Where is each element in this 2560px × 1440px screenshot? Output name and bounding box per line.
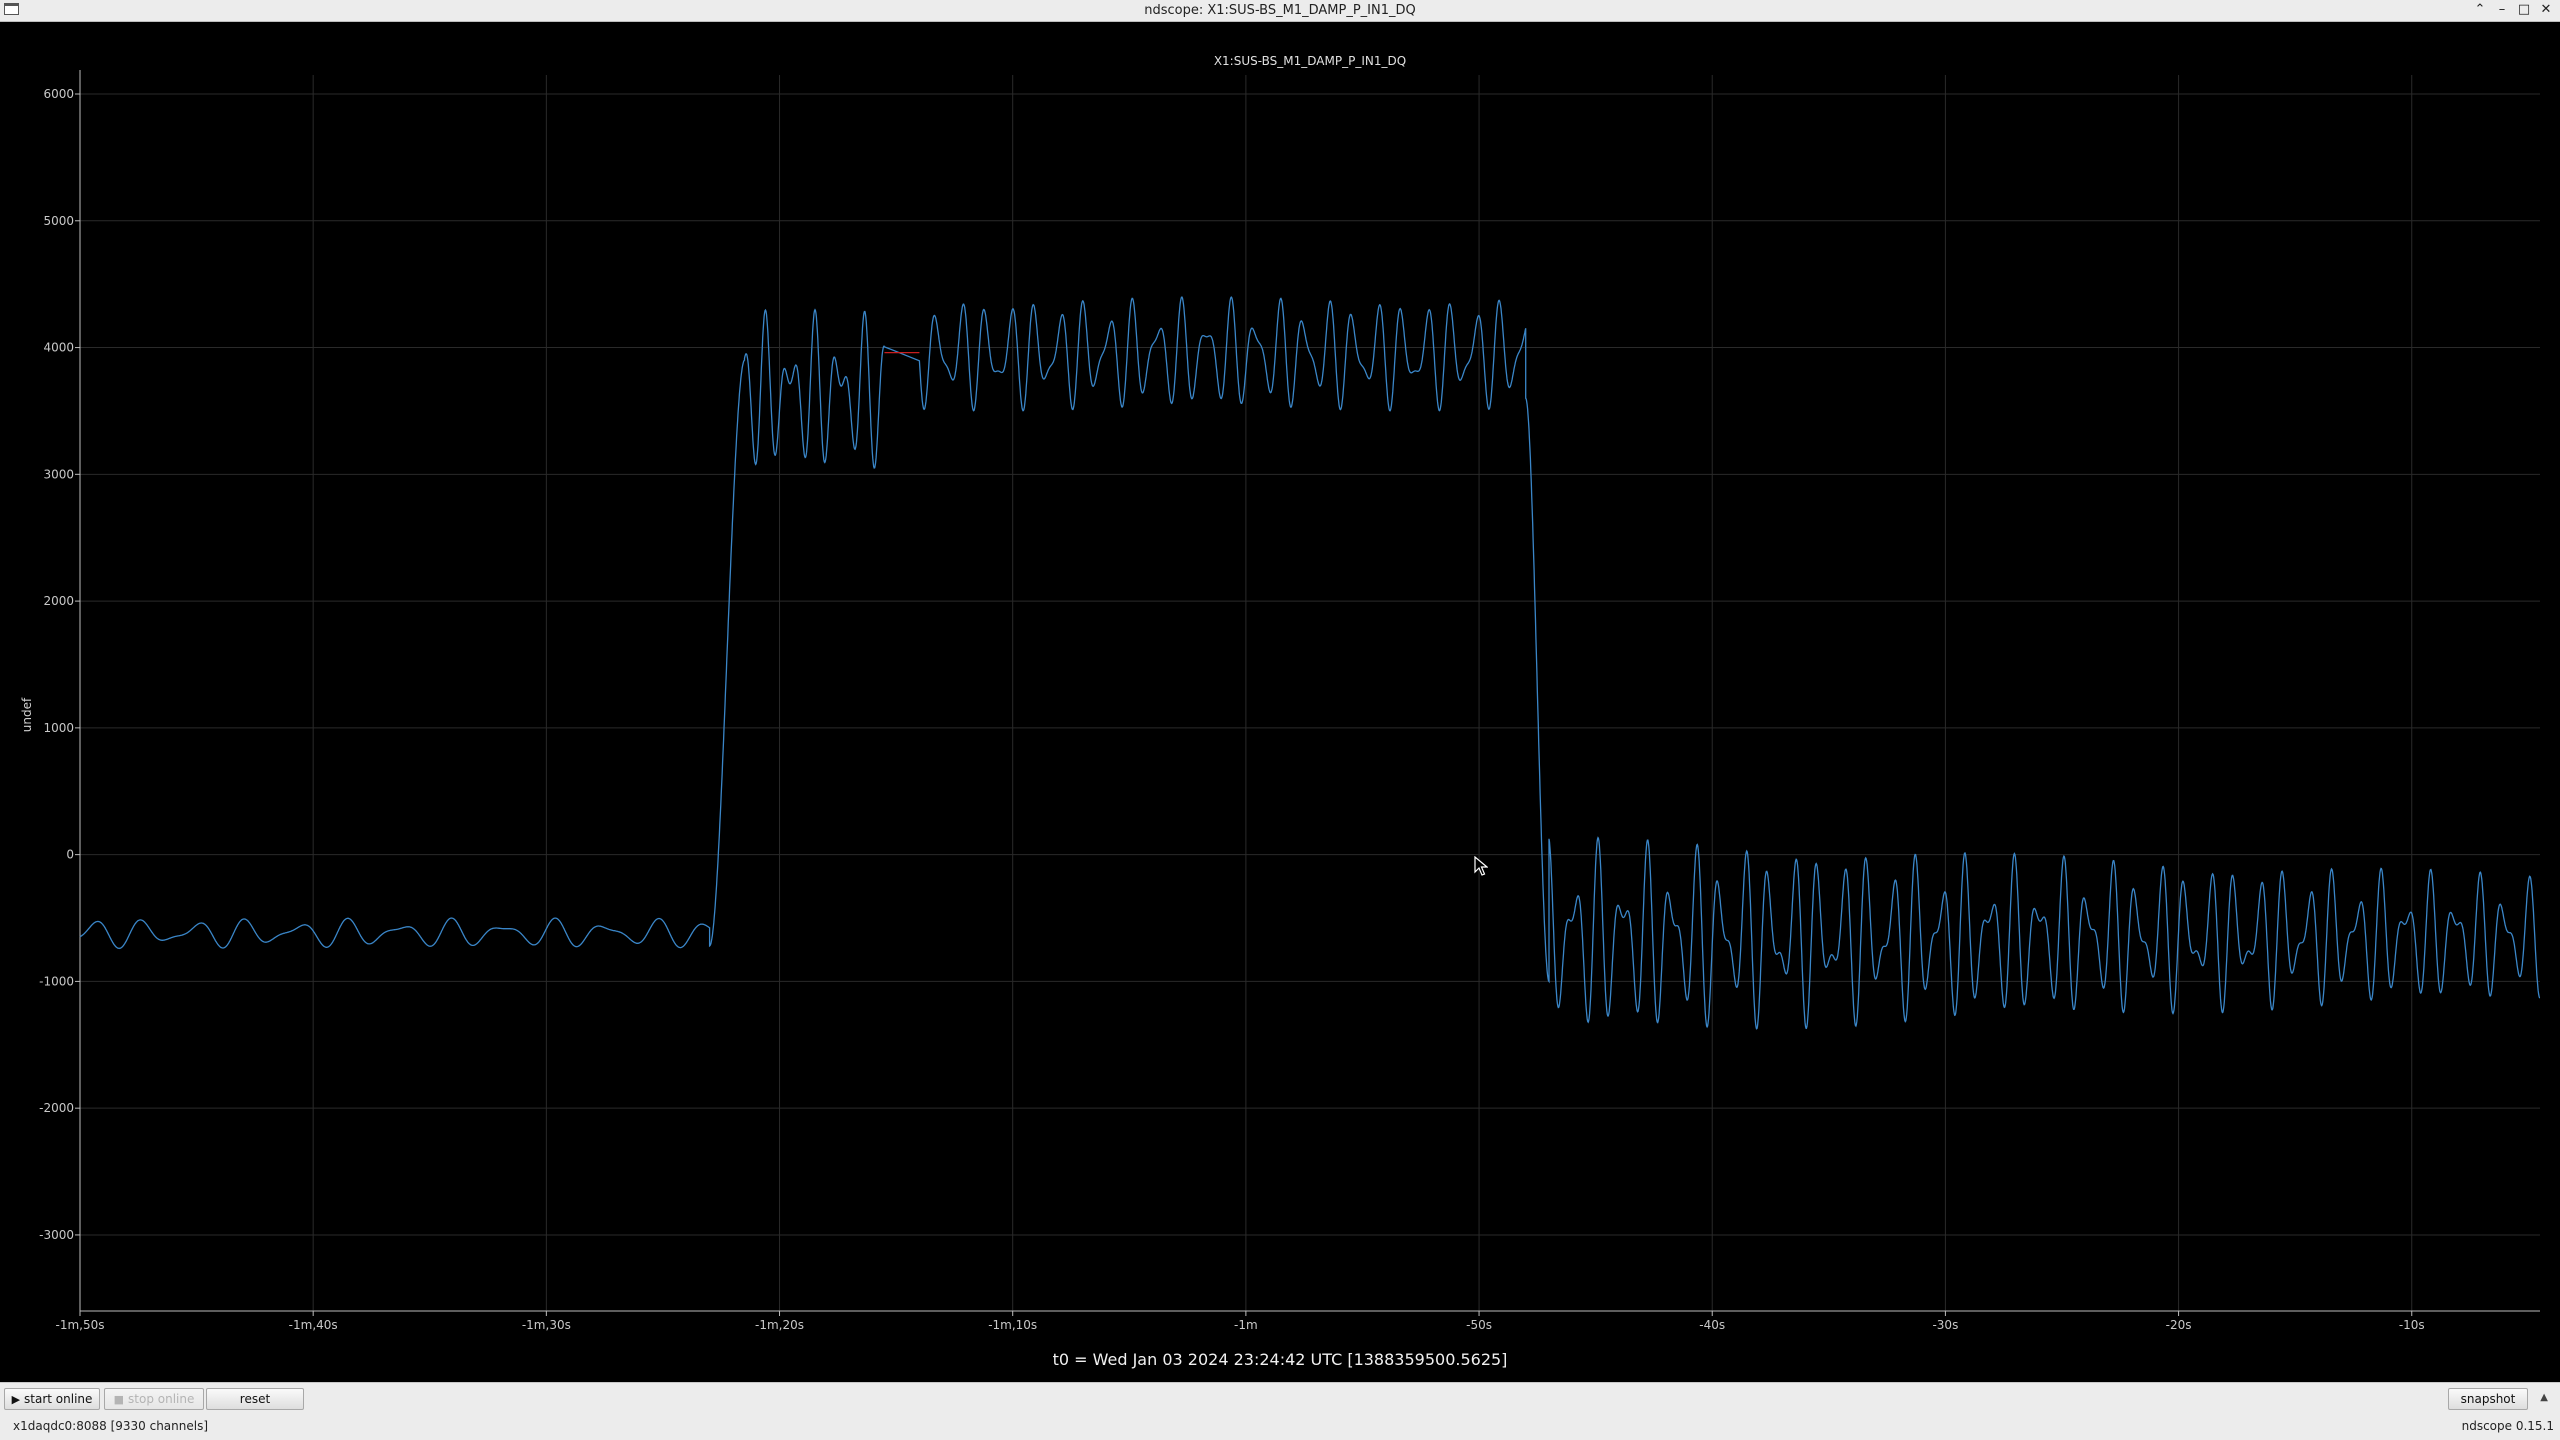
y-tick-label: -1000	[39, 974, 74, 988]
x-tick-label: -30s	[1932, 1318, 1958, 1332]
window-titlebar: ndscope: X1:SUS-BS_M1_DAMP_P_IN1_DQ ⌃ – …	[0, 0, 2560, 22]
stop-online-button: ■ stop online	[104, 1388, 204, 1410]
plot-axes: -1m,50s -1m,40s -1m,30s -1m,20s -1m,10s -1m -5…	[39, 70, 2540, 1332]
x-tick-label: -1m	[1234, 1318, 1258, 1332]
x-tick-label: -40s	[1699, 1318, 1725, 1332]
y-tick-label: -2000	[39, 1101, 74, 1115]
window-title: ndscope: X1:SUS-BS_M1_DAMP_P_IN1_DQ	[1144, 3, 1416, 18]
plot-grid	[79, 75, 2540, 1311]
signal-trace	[79, 296, 2541, 1030]
trace-layer	[79, 296, 2541, 1030]
x-tick-label: -1m,20s	[755, 1318, 804, 1332]
y-axis-label: undef	[20, 697, 34, 732]
window-shade-button[interactable]: ⌃	[2474, 2, 2486, 17]
expand-panel-icon[interactable]: ▲	[2540, 1392, 2548, 1403]
stop-online-label: stop online	[128, 1392, 195, 1406]
server-status: x1daqdc0:8088 [9330 channels]	[13, 1419, 209, 1433]
scope-plot[interactable]: -1m,50s -1m,40s -1m,30s -1m,20s -1m,10s -1m -5…	[0, 22, 2560, 1382]
x-tick-label: -10s	[2399, 1318, 2425, 1332]
plot-channel-title: X1:SUS-BS_M1_DAMP_P_IN1_DQ	[1214, 54, 1406, 68]
snapshot-button[interactable]: snapshot	[2448, 1388, 2528, 1410]
start-online-label: start online	[24, 1392, 93, 1406]
y-tick-label: 6000	[43, 87, 74, 101]
y-tick-label: 2000	[43, 594, 74, 608]
x-tick-label: -1m,40s	[289, 1318, 338, 1332]
y-tick-label: 5000	[43, 214, 74, 228]
control-bar: ▶ start online ■ stop online reset snapsho…	[0, 1382, 2560, 1440]
window-maximize-button[interactable]: □	[2517, 2, 2531, 17]
x-tick-label: -1m,10s	[988, 1318, 1037, 1332]
version-label: ndscope 0.15.1	[2461, 1419, 2554, 1433]
reset-button[interactable]: reset	[206, 1388, 304, 1410]
x-tick-label: -1m,30s	[522, 1318, 571, 1332]
x-tick-label: -20s	[2166, 1318, 2192, 1332]
y-tick-label: -3000	[39, 1228, 74, 1242]
window-close-button[interactable]: ✕	[2540, 2, 2552, 17]
y-tick-label: 3000	[43, 467, 74, 481]
y-tick-label: 4000	[43, 341, 74, 355]
x-tick-label: -1m,50s	[56, 1318, 105, 1332]
y-tick-label: 0	[66, 848, 74, 862]
window-minimize-button[interactable]: –	[2498, 2, 2506, 17]
scope-plot-area[interactable]: -1m,50s -1m,40s -1m,30s -1m,20s -1m,10s -1m -5…	[0, 22, 2560, 1382]
mouse-pointer-icon	[1474, 856, 1488, 876]
y-tick-label: 1000	[43, 721, 74, 735]
x-tick-label: -50s	[1466, 1318, 1492, 1332]
t0-timestamp: t0 = Wed Jan 03 2024 23:24:42 UTC [13883…	[1052, 1350, 1508, 1369]
app-window-icon	[4, 3, 19, 15]
start-online-button[interactable]: ▶ start online	[4, 1388, 100, 1410]
play-icon: ▶	[11, 1393, 21, 1406]
stop-icon: ■	[113, 1393, 125, 1406]
